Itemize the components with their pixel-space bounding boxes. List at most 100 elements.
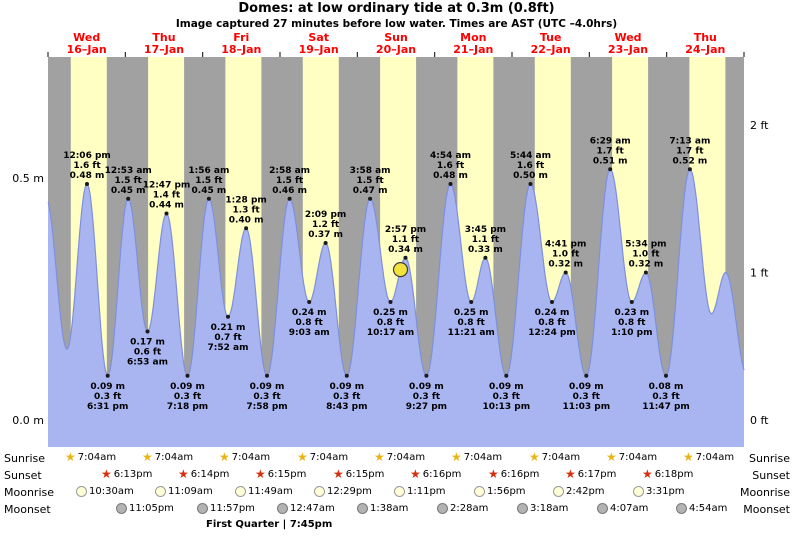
tide-extreme-dot bbox=[563, 270, 568, 275]
tide-extreme-dot bbox=[244, 226, 249, 231]
moonset-entry: 3:18am bbox=[517, 503, 568, 514]
tide-extreme-label: 0.09 m 0.3 ft 9:27 pm bbox=[406, 382, 447, 412]
moon-phase-note: First Quarter | 7:45pm bbox=[206, 519, 333, 530]
tide-extreme-dot bbox=[448, 182, 453, 186]
moonset-entry: 2:28am bbox=[437, 503, 488, 514]
moonrise-time: 1:56pm bbox=[487, 486, 526, 497]
tide-extreme-label: 0.09 m 0.3 ft 7:18 pm bbox=[167, 382, 208, 412]
sunrise-time: 7:04am bbox=[541, 452, 581, 463]
sunrise-label-left: Sunrise bbox=[4, 452, 46, 465]
moonset-entry: 4:54am bbox=[676, 503, 727, 514]
tide-extreme-label: 0.25 m 0.8 ft 11:21 am bbox=[448, 308, 495, 338]
tide-extreme-dot bbox=[664, 373, 668, 378]
sunrise-row: Sunrise Sunrise ★ 7:04am ★ 7:04am ★ 7:04am ★ 7:… bbox=[0, 451, 793, 466]
tide-extreme-label: 12:06 pm 1.6 ft 0.48 m bbox=[63, 151, 111, 181]
moonrise-time: 2:42pm bbox=[566, 486, 605, 497]
tide-extreme-dot bbox=[504, 373, 509, 378]
moonset-entry: 1:38am bbox=[357, 503, 408, 514]
moonset-moon-icon bbox=[437, 503, 448, 514]
moonset-label-left: Moonset bbox=[4, 503, 51, 516]
tide-extreme-dot bbox=[403, 255, 408, 260]
tide-extreme-dot bbox=[528, 182, 533, 186]
sunrise-time: 7:04am bbox=[309, 452, 349, 463]
tide-extreme-dot bbox=[226, 314, 230, 319]
moonset-time: 2:28am bbox=[450, 503, 489, 514]
tide-extreme-dot bbox=[323, 241, 328, 245]
sunrise-entry: ★ 7:04am bbox=[142, 451, 193, 464]
tide-extreme-label: 0.24 m 0.8 ft 9:03 am bbox=[289, 308, 330, 338]
day-label: Wed 23–Jan bbox=[608, 31, 648, 56]
tide-extreme-label: 0.08 m 0.3 ft 11:47 pm bbox=[642, 382, 690, 412]
sunrise-time: 7:04am bbox=[386, 452, 426, 463]
tide-chart: 12:06 pm 1.6 ft 0.48 m 0.09 m 0.3 ft 6:31 pm 1… bbox=[12, 31, 769, 448]
day-label: Thu 24–Jan bbox=[685, 31, 725, 56]
day-label: Sat 19–Jan bbox=[299, 31, 339, 56]
tide-extreme-dot bbox=[608, 167, 613, 172]
sunset-time: 6:15pm bbox=[345, 469, 385, 480]
sunrise-star-icon: ★ bbox=[451, 449, 462, 464]
moonrise-entry: 2:42pm bbox=[553, 486, 605, 497]
moonrise-entry: 1:56pm bbox=[474, 486, 526, 497]
sunset-entry: ★ 6:16pm bbox=[488, 468, 540, 481]
moonrise-entry: 12:29pm bbox=[314, 486, 372, 497]
tide-extreme-label: 0.25 m 0.8 ft 10:17 am bbox=[367, 308, 414, 338]
tide-extreme-dot bbox=[164, 211, 169, 216]
tide-extreme-label: 4:54 am 1.6 ft 0.48 m bbox=[430, 151, 471, 181]
sunset-label-right: Sunset bbox=[752, 469, 790, 482]
moonrise-entry: 11:49am bbox=[235, 486, 293, 497]
moonset-moon-icon bbox=[277, 503, 288, 514]
day-label: Thu 17–Jan bbox=[144, 31, 184, 56]
moonrise-entry: 11:09am bbox=[155, 486, 213, 497]
tide-extreme-dot bbox=[206, 196, 211, 201]
tide-extreme-dot bbox=[85, 182, 89, 186]
moonset-time: 12:47am bbox=[290, 503, 335, 514]
moonrise-entry: 3:31pm bbox=[633, 486, 685, 497]
tide-extreme-dot bbox=[368, 196, 373, 201]
moonrise-time: 12:29pm bbox=[327, 486, 372, 497]
day-label: Sun 20–Jan bbox=[376, 31, 416, 56]
day-label: Mon 21–Jan bbox=[453, 31, 493, 56]
tide-extreme-dot bbox=[287, 196, 292, 201]
tide-extreme-label: 12:53 am 1.5 ft 0.45 m bbox=[105, 166, 152, 196]
tide-extreme-label: 0.09 m 0.3 ft 7:58 pm bbox=[246, 382, 287, 412]
sunrise-entry: ★ 7:04am bbox=[606, 451, 658, 464]
moonset-time: 11:57pm bbox=[210, 503, 255, 514]
sunset-star-icon: ★ bbox=[101, 466, 112, 481]
tide-area bbox=[48, 169, 744, 448]
moonset-label-right: Moonset bbox=[743, 503, 790, 516]
sunset-star-icon: ★ bbox=[642, 466, 653, 481]
moonset-time: 1:38am bbox=[370, 503, 409, 514]
sunrise-entry: ★ 7:04am bbox=[451, 449, 502, 464]
moonrise-time: 11:09am bbox=[168, 486, 213, 497]
moonset-time: 11:05pm bbox=[129, 503, 174, 514]
tide-extreme-dot bbox=[469, 300, 474, 304]
moonset-moon-icon bbox=[197, 503, 208, 514]
sunset-time: 6:13pm bbox=[113, 469, 153, 480]
moonrise-entry: 1:11pm bbox=[394, 486, 446, 497]
moonset-moon-icon bbox=[517, 503, 528, 514]
tide-extreme-label: 3:45 pm 1.1 ft 0.33 m bbox=[465, 225, 506, 255]
tide-extreme-label: 5:34 pm 1.0 ft 0.32 m bbox=[625, 240, 666, 270]
sunrise-time: 7:04am bbox=[618, 452, 658, 463]
tide-extreme-label: 2:57 pm 1.1 ft 0.34 m bbox=[385, 225, 426, 255]
tide-extreme-dot bbox=[265, 373, 269, 378]
sunrise-star-icon: ★ bbox=[65, 449, 76, 464]
sunset-star-icon: ★ bbox=[565, 466, 576, 481]
sunset-star-icon: ★ bbox=[255, 466, 266, 481]
moonrise-moon-icon bbox=[314, 486, 325, 497]
current-time-marker bbox=[392, 262, 409, 278]
sunrise-entry: ★ 7:04am bbox=[65, 449, 117, 464]
tide-extreme-label: 2:09 pm 1.2 ft 0.37 m bbox=[305, 210, 346, 240]
moonset-row: Moonset Moonset 11:05pm 11:57pm 12:47am 1:3… bbox=[0, 502, 793, 517]
moonrise-moon-icon bbox=[553, 486, 564, 497]
sunrise-time: 7:04am bbox=[695, 452, 735, 463]
sunrise-time: 7:04am bbox=[77, 452, 117, 463]
tide-extreme-label: 0.09 m 0.3 ft 11:03 pm bbox=[562, 382, 610, 412]
sunset-time: 6:16pm bbox=[500, 469, 540, 480]
moonrise-time: 1:11pm bbox=[407, 486, 446, 497]
tide-extreme-label: 5:44 am 1.6 ft 0.50 m bbox=[510, 151, 551, 181]
tide-extreme-dot bbox=[307, 300, 312, 304]
moonrise-time: 3:31pm bbox=[646, 486, 685, 497]
moonrise-moon-icon bbox=[633, 486, 644, 497]
day-label: Wed 16–Jan bbox=[67, 31, 107, 56]
